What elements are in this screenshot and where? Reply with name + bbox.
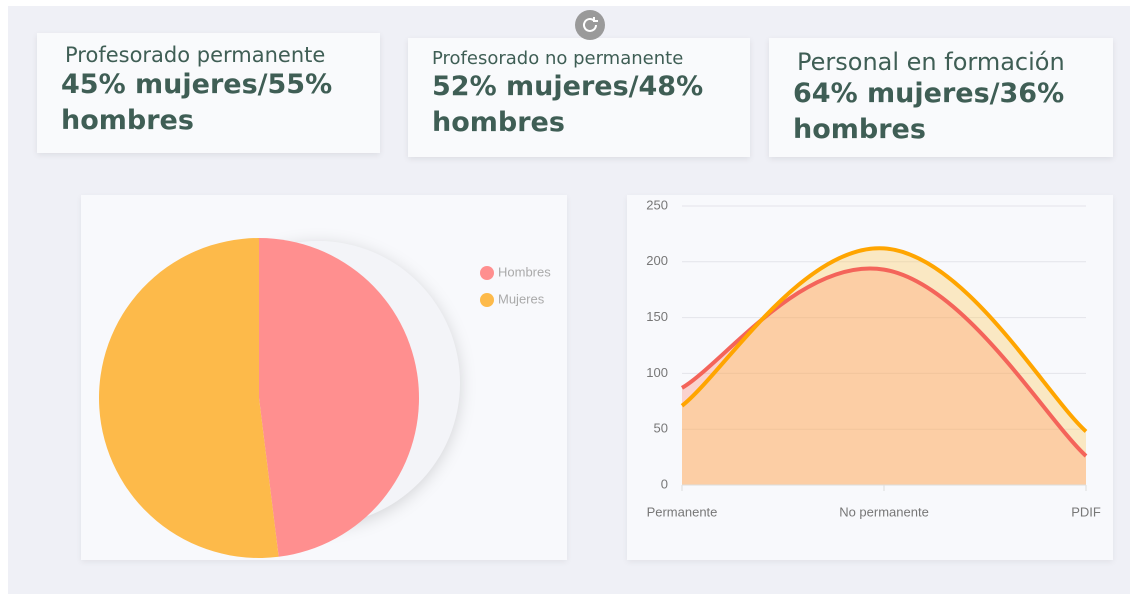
card-title: Personal en formación xyxy=(797,48,1065,76)
legend-label: Mujeres xyxy=(498,291,545,306)
legend-swatch xyxy=(480,266,494,280)
pie-slice xyxy=(99,238,279,558)
y-tick-label: 0 xyxy=(661,476,668,491)
card-title: Profesorado permanente xyxy=(65,43,326,67)
card-value: 64% mujeres/36% hombres xyxy=(793,78,1065,145)
legend-swatch xyxy=(480,293,494,307)
area xyxy=(682,248,1086,485)
pie-slice xyxy=(259,238,420,557)
card: Profesorado no permanente 52% mujeres/48… xyxy=(408,38,750,157)
card: Personal en formación 64% mujeres/36% ho… xyxy=(769,38,1113,157)
y-tick-label: 50 xyxy=(654,421,668,436)
area xyxy=(682,268,1086,485)
card-value: 45% mujeres/55% hombres xyxy=(61,69,333,136)
x-tick-label: Permanente xyxy=(647,504,718,519)
x-tick-label: No permanente xyxy=(839,504,929,519)
x-tick-label: PDIF xyxy=(1071,504,1101,519)
y-tick-label: 150 xyxy=(646,309,668,324)
card-value: 52% mujeres/48% hombres xyxy=(432,71,704,138)
line xyxy=(680,246,1088,433)
refresh-glyph xyxy=(583,17,598,32)
refresh-icon[interactable] xyxy=(575,10,605,40)
legend-label: Hombres xyxy=(498,264,551,279)
y-tick-label: 100 xyxy=(646,365,668,380)
y-tick-label: 250 xyxy=(646,197,668,212)
y-tick-label: 200 xyxy=(646,253,668,268)
card: Profesorado permanente 45% mujeres/55% h… xyxy=(37,33,380,153)
card-title: Profesorado no permanente xyxy=(432,48,684,69)
line xyxy=(680,266,1088,458)
